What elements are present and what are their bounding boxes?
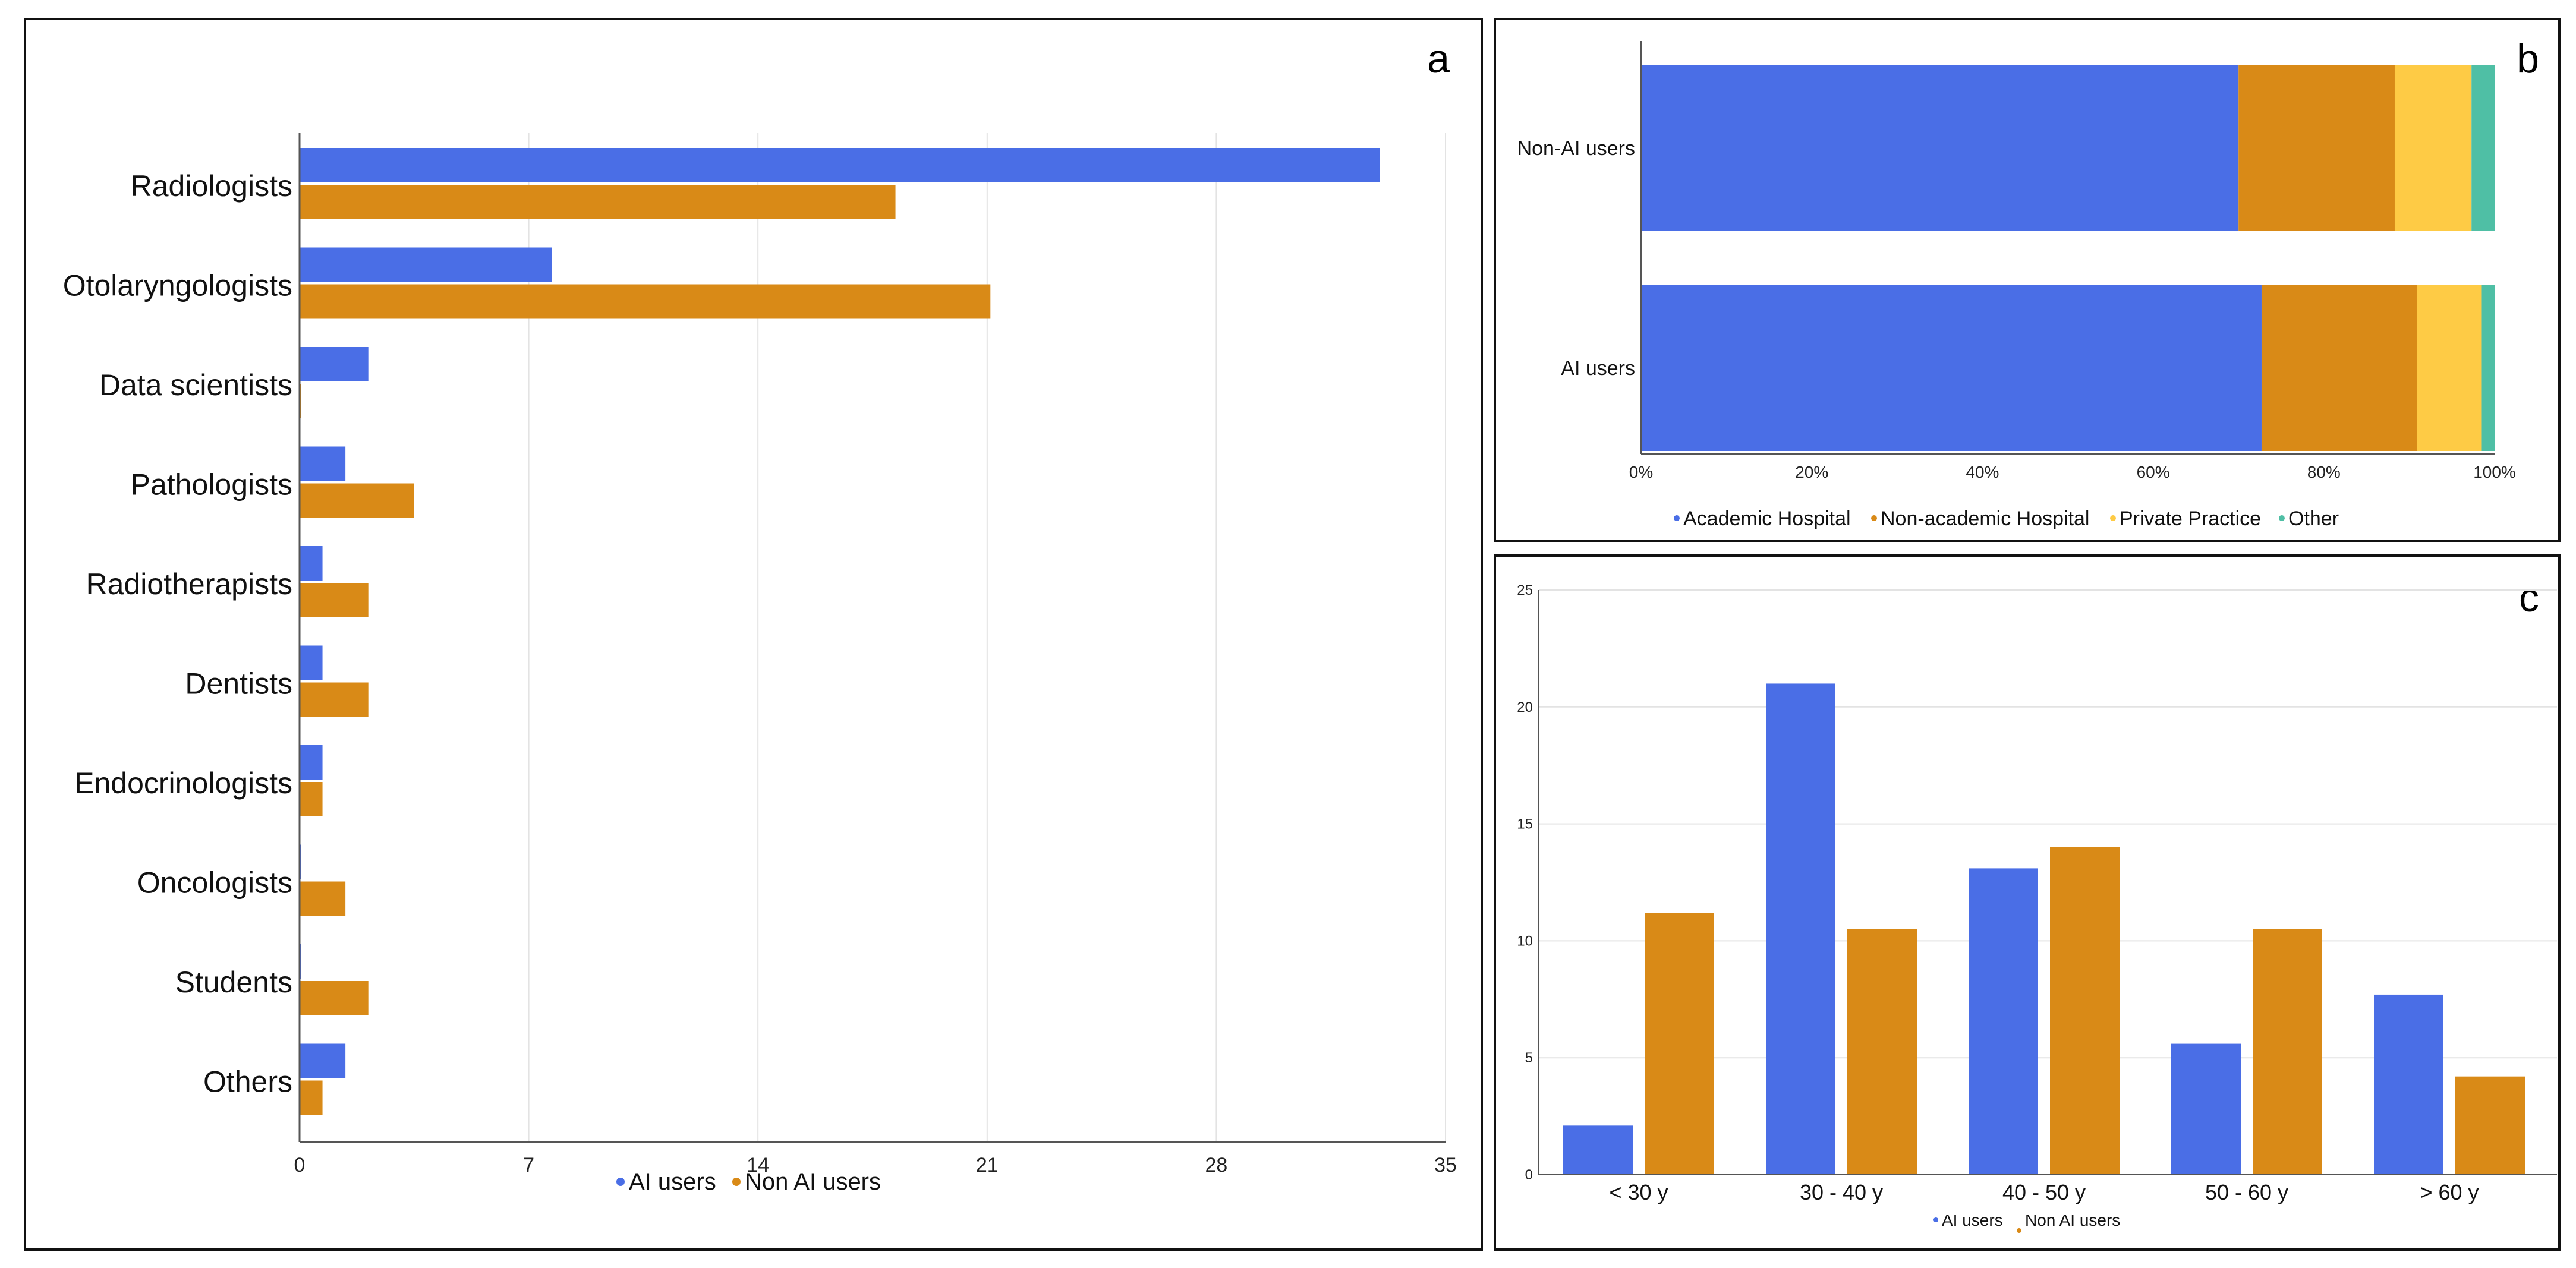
panel-c: c 0 5 10 15 20 25 < 30 y 30 - 40 y 40 - 50 y 50 -… (1494, 554, 2561, 1251)
legend-label-other: Other (2288, 507, 2339, 530)
x-tick-label: 0% (1629, 463, 1653, 481)
legend-marker-non-academic-hospital (1871, 515, 1877, 521)
chart-c: c 0 5 10 15 20 25 < 30 y 30 - 40 y 40 - 50 y 50 -… (1517, 575, 2557, 1233)
legend-marker-nonai (2017, 1228, 2021, 1233)
legend-marker-other (2279, 515, 2285, 521)
legend-marker-private-practice (2110, 515, 2116, 521)
bar-ai-dentists (300, 645, 323, 680)
segment-private-practice-non-ai-users (2394, 65, 2472, 231)
x-tick-label: 60% (2137, 463, 2170, 481)
legend-label-academic-hospital: Academic Hospital (1683, 507, 1851, 530)
bar-ai-pathologists (300, 446, 346, 481)
category-label-data-scientists: Data scientists (99, 368, 292, 402)
y-tick-label: 15 (1517, 816, 1533, 832)
category-label-40-50-y: 40 - 50 y (2002, 1180, 2086, 1204)
category-label-otolaryngologists: Otolaryngologists (63, 269, 292, 302)
bar-nonai-endocrinologists (300, 782, 323, 816)
segment-other-non-ai-users (2471, 65, 2495, 231)
panel-label-a: a (1427, 36, 1450, 81)
x-tick-label: 20% (1795, 463, 1828, 481)
category-label-30-40-y: 30 - 40 y (1800, 1180, 1883, 1204)
legend-label-ai: AI users (1942, 1211, 2003, 1229)
legend-marker-ai (616, 1178, 625, 1186)
segment-academic-hospital-ai-users (1641, 285, 2262, 451)
bar-ai-otolaryngologists (300, 247, 552, 282)
bar-nonai-oncologists (300, 881, 346, 916)
legend-marker-nonai (732, 1178, 741, 1186)
bar-ai-60-y (2374, 994, 2443, 1175)
bar-ai-others (300, 1043, 346, 1078)
panel-a: a 0 7 14 21 28 35 Radiologists Otolaryngologist… (24, 18, 1483, 1251)
bar-ai-data-scientists (300, 347, 369, 381)
bar-nonai-30-y (1645, 913, 1714, 1175)
category-label-endocrinologists: Endocrinologists (74, 767, 292, 800)
bar-nonai-60-y (2455, 1076, 2525, 1175)
panel-b: b 0% 20% 40% 60% 80% 100% Non-AI users AI users… (1494, 18, 2561, 542)
segment-private-practice-ai-users (2417, 285, 2482, 451)
bar-ai-30-40-y (1766, 683, 1835, 1175)
x-tick-label: 80% (2307, 463, 2341, 481)
bar-nonai-radiologists (300, 185, 896, 219)
x-tick-label: 28 (1205, 1154, 1227, 1176)
segment-non-academic-hospital-ai-users (2261, 285, 2417, 451)
bar-ai-40-50-y (1969, 868, 2038, 1175)
category-label-pathologists: Pathologists (131, 468, 292, 501)
segment-academic-hospital-non-ai-users (1641, 65, 2239, 231)
bar-ai-endocrinologists (300, 745, 323, 780)
x-tick-label: 35 (1434, 1154, 1457, 1176)
x-tick-label: 14 (747, 1154, 769, 1176)
panel-label-c: c (2519, 575, 2539, 620)
y-tick-label: 20 (1517, 699, 1533, 715)
bar-nonai-radiotherapists (300, 583, 369, 617)
x-tick-label: 7 (523, 1154, 534, 1176)
bar-nonai-30-40-y (1847, 929, 1917, 1175)
legend-marker-academic-hospital (1674, 515, 1680, 521)
bar-nonai-others (300, 1080, 323, 1115)
category-label-ai-users: AI users (1561, 357, 1635, 380)
legend-label-nonai: Non AI users (745, 1169, 881, 1195)
bar-nonai-50-60-y (2253, 929, 2322, 1175)
bar-ai-radiologists (300, 148, 1380, 182)
y-tick-label: 25 (1517, 582, 1533, 598)
bar-nonai-otolaryngologists (300, 284, 991, 319)
category-label-50-60-y: 50 - 60 y (2205, 1180, 2288, 1204)
category-label-dentists: Dentists (185, 667, 292, 701)
x-tick-label: 40% (1966, 463, 1999, 481)
category-label-60-y: > 60 y (2420, 1180, 2479, 1204)
legend-label-private-practice: Private Practice (2120, 507, 2261, 530)
panel-label-b: b (2517, 36, 2539, 81)
y-tick-label: 5 (1525, 1050, 1533, 1066)
bar-nonai-40-50-y (2050, 847, 2120, 1175)
category-label-radiotherapists: Radiotherapists (86, 567, 292, 601)
bar-nonai-pathologists (300, 483, 414, 518)
bar-ai-30-y (1563, 1125, 1633, 1175)
x-tick-label: 100% (2473, 463, 2516, 481)
category-label-non-ai-users: Non-AI users (1517, 137, 1635, 160)
y-tick-label: 10 (1517, 933, 1533, 949)
bar-ai-50-60-y (2171, 1043, 2241, 1175)
legend-label-nonai: Non AI users (2025, 1211, 2120, 1229)
category-label-students: Students (175, 966, 292, 999)
chart-b: b 0% 20% 40% 60% 80% 100% Non-AI users AI users… (1517, 36, 2539, 530)
category-label-30-y: < 30 y (1609, 1180, 1668, 1204)
x-tick-label: 21 (976, 1154, 999, 1176)
bar-nonai-dentists (300, 682, 369, 717)
legend-label-ai: AI users (629, 1169, 716, 1195)
category-label-radiologists: Radiologists (131, 169, 292, 203)
legend-marker-ai (1933, 1217, 1938, 1222)
category-label-oncologists: Oncologists (137, 866, 292, 900)
bar-nonai-students (300, 981, 369, 1015)
segment-other-ai-users (2481, 285, 2495, 451)
category-label-others: Others (203, 1065, 292, 1099)
chart-a: a 0 7 14 21 28 35 Radiologists Otolaryngologist… (63, 36, 1457, 1195)
bar-ai-radiotherapists (300, 546, 323, 581)
y-tick-label: 0 (1525, 1167, 1533, 1183)
segment-non-academic-hospital-non-ai-users (2238, 65, 2395, 231)
legend-label-non-academic-hospital: Non-academic Hospital (1881, 507, 2090, 530)
x-tick-label: 0 (294, 1154, 306, 1176)
